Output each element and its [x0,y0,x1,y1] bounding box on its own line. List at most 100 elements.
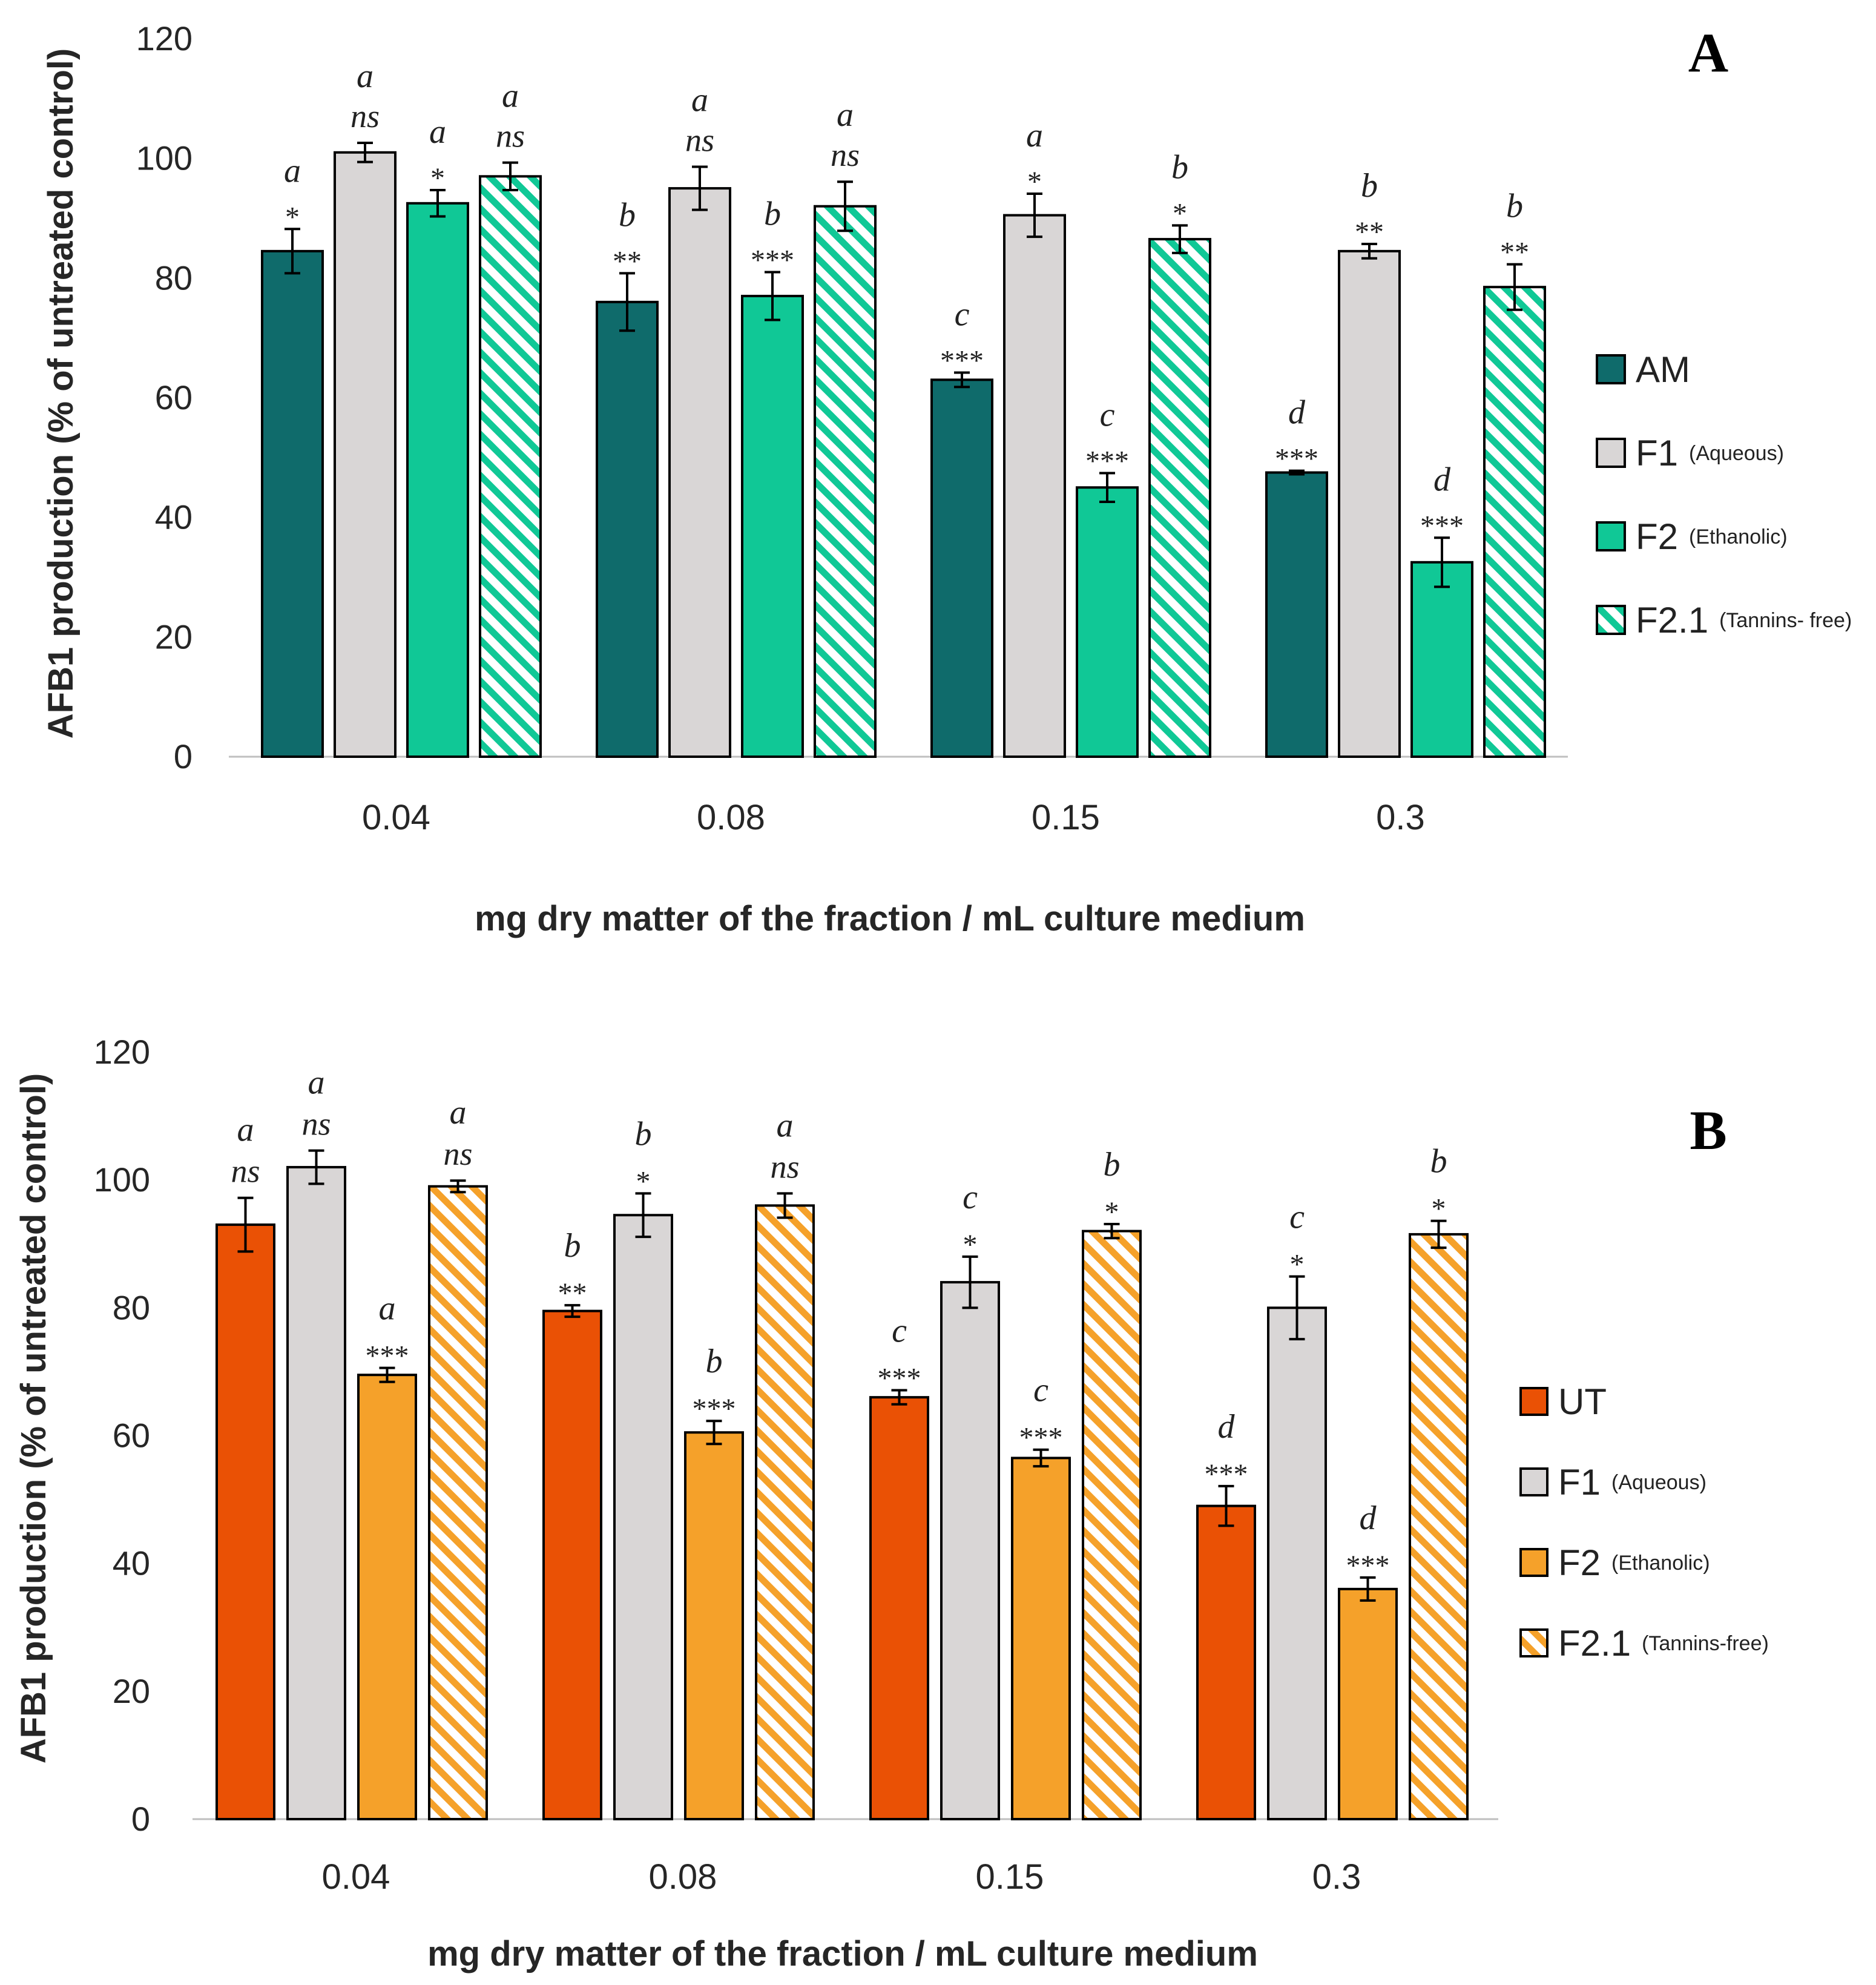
x-axis-title-b: mg dry matter of the fraction / mL cultu… [427,1934,1258,1973]
y-tick-label: 100 [136,139,193,177]
x-tick-label: 0.08 [649,1857,717,1897]
legend-swatch [1596,605,1626,635]
bar-f2-1-0.04 [479,175,542,759]
bar-f1-0.15 [1003,214,1066,758]
bar-f1-0.15 [940,1281,1000,1821]
significance-label: ns [443,1136,472,1172]
significance-label: ** [1500,237,1529,269]
significance-label: *** [366,1340,409,1372]
legend-swatch [1596,354,1626,384]
significance-label: * [1173,197,1187,229]
legend-a: AM F1 (Aqueous) F2 (Ethanolic) F2.1 (Tannins- … [1596,349,1852,640]
bar-f2-1-0.3 [1483,286,1546,758]
group-letter: c [963,1179,978,1216]
panel-label-a: A [1688,22,1728,84]
bar-f1-0.08 [668,187,731,759]
bar-f2-1-0.3 [1409,1233,1469,1820]
significance-label: * [1105,1196,1119,1228]
group-letter: c [955,295,970,333]
significance-label: * [285,201,300,233]
bar-ut-0.15 [869,1396,929,1820]
y-tick-label: 100 [94,1160,150,1199]
bar-am-0.08 [596,300,659,759]
bars-b: nsa**b***c***dnsa*b*c*c***a***b***c***dn… [216,1064,1469,1821]
bar-f1-0.3 [1338,249,1401,758]
legend-label: F1 [1636,433,1678,473]
y-tick-label: 120 [136,19,193,58]
group-letter: b [619,196,636,234]
legend-label: UT [1558,1381,1607,1422]
group-letter: a [837,96,854,134]
group-letter: b [1430,1143,1447,1180]
group-letter: c [1289,1199,1305,1236]
group-letter: d [1433,461,1451,498]
bar-f2-1-0.08 [755,1204,815,1820]
significance-label: * [1432,1193,1446,1225]
y-tick-label: 20 [155,617,193,656]
y-tick-label: 0 [174,737,193,775]
significance-label: ns [231,1153,260,1190]
significance-label: ** [558,1277,587,1309]
bar-f2-1-0.15 [1082,1230,1142,1820]
significance-label: *** [1275,443,1318,475]
legend-sublabel: (Tannins-free) [1642,1632,1769,1655]
group-letter: b [1171,148,1188,186]
legend-label: F2.1 [1558,1623,1631,1664]
legend-swatch [1519,1548,1549,1577]
y-tick-label: 60 [155,378,193,416]
bar-f2-0.04 [406,202,469,758]
bar-f1-0.3 [1267,1306,1327,1820]
significance-label: ns [351,98,380,134]
significance-label: * [430,162,445,194]
significance-label: ** [613,245,642,277]
bar-f2-1-0.04 [428,1185,488,1820]
significance-label: * [1290,1249,1305,1281]
bar-ut-0.04 [216,1223,275,1820]
bar-f2-0.04 [357,1374,417,1820]
x-tick-label: 0.3 [1312,1857,1361,1897]
significance-label: * [636,1165,651,1197]
significance-label: ns [770,1148,799,1185]
significance-label: *** [1085,446,1129,478]
x-axis-title-a: mg dry matter of the fraction / mL cultu… [475,899,1305,938]
significance-label: *** [1346,1550,1390,1582]
y-tick-label: 120 [94,1033,150,1071]
bar-f2-0.08 [684,1431,744,1821]
legend-label: F1 [1558,1462,1601,1503]
bar-ut-0.3 [1196,1504,1256,1820]
y-axis-title-b: AFB1 production (% of untreated control) [14,1073,53,1764]
significance-label: ns [496,118,525,154]
significance-label: ns [685,122,714,159]
bar-f2-0.15 [1076,486,1139,758]
group-letter: a [237,1111,254,1149]
group-letter: a [691,82,708,119]
bar-f2-0.08 [741,294,804,758]
legend-sublabel: (Aqueous) [1689,442,1784,465]
significance-label: *** [940,344,984,377]
group-letter: b [764,195,781,232]
legend-label: F2 [1636,516,1678,557]
y-tick-label: 20 [113,1672,150,1710]
group-letter: a [429,113,446,151]
group-letter: b [1361,167,1378,205]
x-tick-label: 0.15 [1032,798,1100,837]
x-axis-a: 0.04 0.08 0.15 0.3 [362,798,1425,837]
significance-label: *** [1205,1458,1248,1490]
y-tick-label: 80 [113,1288,150,1326]
bar-am-0.3 [1265,471,1328,759]
x-axis-b: 0.04 0.08 0.15 0.3 [322,1857,1361,1897]
significance-label: *** [751,244,794,276]
legend-label: AM [1636,349,1690,390]
legend-swatch [1519,1628,1549,1657]
legend-sublabel: (Aqueous) [1611,1471,1707,1494]
bar-f1-0.04 [334,151,397,759]
panel-label-b: B [1690,1099,1726,1161]
bars-a: *a**b***c***dnsansa*a**b*a***b***c***dns… [261,58,1546,759]
significance-label: ns [301,1106,331,1142]
y-tick-label: 60 [113,1417,150,1455]
y-axis-title-a: AFB1 production (% of untreated control) [41,48,81,739]
group-letter: a [284,152,301,189]
